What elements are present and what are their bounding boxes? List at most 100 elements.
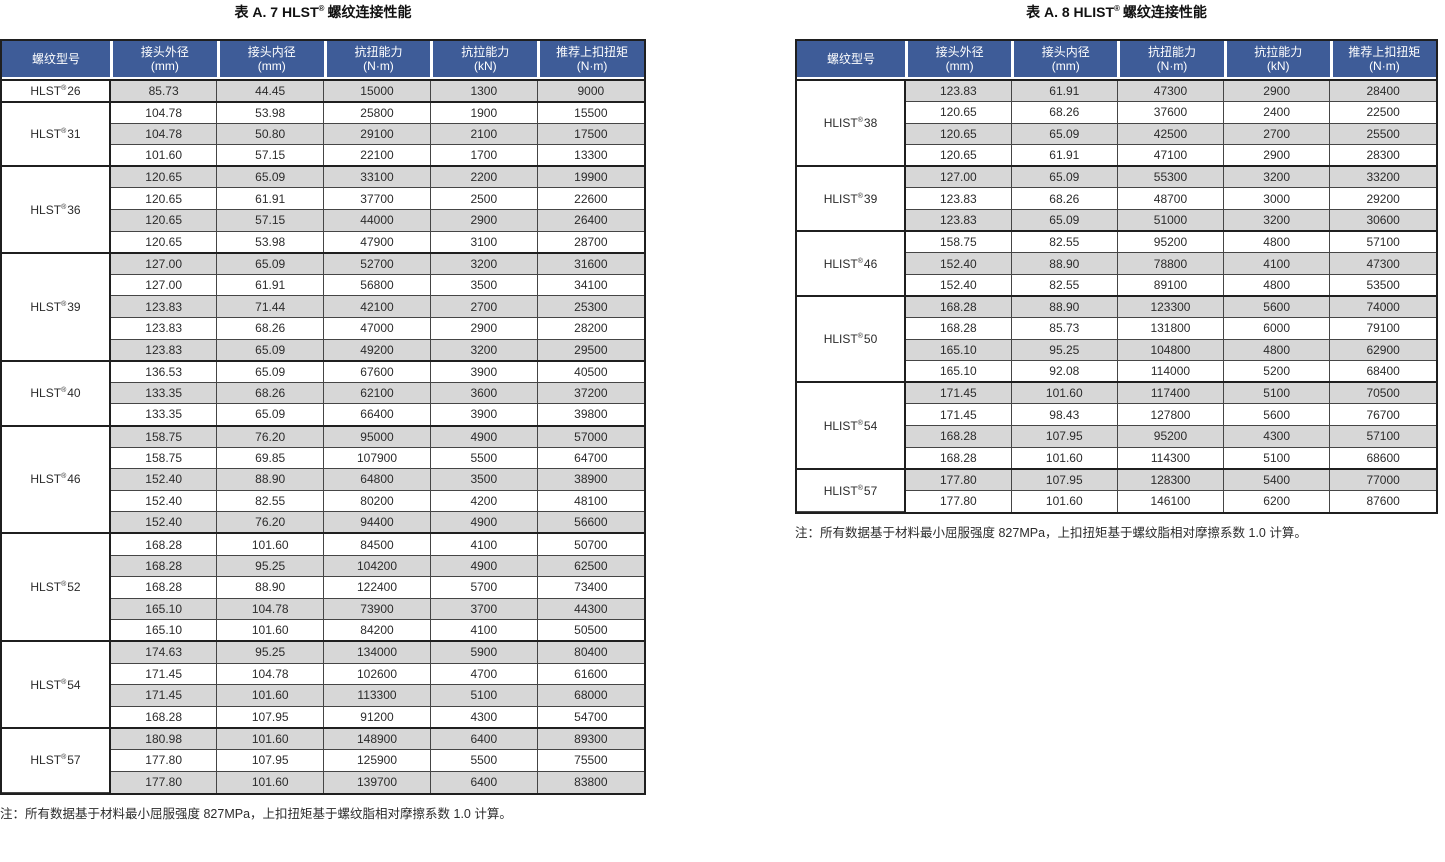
data-cell: 3500 (429, 468, 538, 491)
data-cell: 120.65 (904, 101, 1012, 124)
table-row: 177.80 107.95 125900 5500 75500 (2, 748, 644, 772)
data-cell: 180.98 (109, 726, 218, 750)
data-cell: 102600 (323, 662, 431, 686)
data-cell: 30600 (1329, 209, 1436, 232)
data-cell: 37700 (323, 187, 431, 211)
column-header-line2: (mm) (1051, 59, 1080, 73)
data-cell: 44.45 (216, 79, 325, 103)
data-cell: 13300 (536, 144, 644, 167)
data-cell: 88.90 (216, 576, 325, 599)
data-cell: 168.28 (904, 317, 1012, 340)
performance-table: 螺纹型号 接头外径 (mm) 接头内径 (mm) 抗扭能力 (N·m) 抗拉能力 (kN) 推荐上… (795, 39, 1438, 515)
data-cell: 146100 (1116, 489, 1225, 512)
table-title-prefix: 表 A. 7 HLST (234, 4, 319, 20)
data-cell: 1700 (429, 144, 538, 167)
data-cell: 48100 (536, 489, 644, 513)
table-row: 165.10 101.60 84200 4100 50500 (2, 619, 644, 642)
column-header-line1: 接头内径 (1041, 45, 1090, 59)
data-cell: 33200 (1329, 165, 1436, 189)
column-header-4: 抗扭能力 (N·m) (1120, 41, 1224, 77)
table-row: 177.80 101.60 146100 6200 87600 (797, 489, 1436, 512)
model-name: HLIST (823, 332, 858, 347)
data-cell: 62900 (1329, 338, 1436, 362)
data-cell: 50.80 (216, 122, 325, 146)
table-footnote: 注：所有数据基于材料最小屈服强度 827MPa，上扣扭矩基于螺纹脂相对摩擦系数 … (795, 526, 1307, 541)
model-name: HLST (30, 677, 62, 692)
table-row: 171.45 104.78 102600 4700 61600 (2, 662, 644, 686)
column-header-line2: (N·m) (1369, 59, 1400, 73)
data-cell: 65.09 (1010, 209, 1118, 232)
data-cell: 4100 (429, 619, 538, 642)
table-row: HLIST®57 177.80 107.95 128300 5400 77000 (797, 467, 1436, 513)
data-cell: 69.85 (216, 446, 325, 470)
data-cell: 44300 (536, 597, 644, 621)
model-cell: HLST®46 (2, 424, 111, 534)
registered-mark: ® (857, 484, 863, 492)
data-cell: 114300 (1116, 446, 1225, 470)
table-row: HLST®46 158.75 76.20 95000 4900 57000 (2, 424, 644, 534)
data-cell: 89100 (1116, 273, 1225, 297)
data-cell: 88.90 (1010, 252, 1118, 275)
data-cell: 6400 (429, 770, 538, 793)
table-row: 168.28 85.73 131800 6000 79100 (797, 317, 1436, 340)
table-row: 120.65 68.26 37600 2400 22500 (797, 101, 1436, 124)
data-cell: 5100 (429, 684, 538, 707)
data-cell: 107.95 (216, 705, 325, 729)
data-cell: 61.91 (1010, 79, 1118, 103)
data-cell: 17500 (536, 122, 644, 146)
data-cell: 3600 (429, 381, 538, 405)
data-cell: 5600 (1223, 294, 1331, 319)
table-row: 123.83 65.09 51000 3200 30600 (797, 209, 1436, 232)
column-header-line1: 抗拉能力 (1254, 45, 1303, 59)
data-cell: 28400 (1329, 79, 1436, 103)
data-cell: 104.78 (216, 597, 325, 621)
data-cell: 48700 (1116, 187, 1225, 211)
data-cell: 2900 (1223, 144, 1331, 167)
column-header-line2: (mm) (945, 59, 974, 73)
model-name: HLST (30, 126, 62, 141)
data-cell: 171.45 (904, 381, 1012, 405)
column-header-6: 推荐上扣扭矩 (N·m) (540, 41, 644, 77)
model-name: HLST (30, 202, 62, 217)
model-size: 36 (67, 202, 81, 217)
registered-mark: ® (61, 127, 67, 135)
table-row: HLIST®46 158.75 82.55 95200 4800 57100 (797, 230, 1436, 297)
data-cell: 177.80 (904, 489, 1012, 512)
data-cell: 101.60 (216, 532, 325, 556)
data-cell: 127.00 (109, 251, 218, 275)
data-cell: 120.65 (109, 187, 218, 211)
model-cell: HLST®54 (2, 640, 111, 729)
data-cell: 2700 (1223, 122, 1331, 146)
data-cell: 123.83 (904, 209, 1012, 232)
model-cell: HLST®52 (2, 532, 111, 642)
data-cell: 51000 (1116, 209, 1225, 232)
model-name: HLST (30, 83, 62, 98)
table-row: 127.00 61.91 56800 3500 34100 (2, 273, 644, 297)
data-cell: 4800 (1223, 230, 1331, 254)
data-cell: 95200 (1116, 425, 1225, 448)
data-cell: 44000 (323, 209, 431, 232)
model-cell: HLST®26 (2, 79, 111, 103)
data-cell: 53.98 (216, 230, 325, 254)
data-cell: 22500 (1329, 101, 1436, 124)
table-row: 165.10 104.78 73900 3700 44300 (2, 597, 644, 621)
data-cell: 29500 (536, 338, 644, 362)
data-cell: 29100 (323, 122, 431, 146)
data-cell: 6200 (1223, 489, 1331, 512)
data-cell: 5100 (1223, 446, 1331, 470)
data-cell: 120.65 (904, 122, 1012, 146)
data-cell: 107.95 (1010, 467, 1118, 491)
table-row: HLIST®39 127.00 65.09 55300 3200 33200 (797, 165, 1436, 232)
data-cell: 61600 (536, 662, 644, 686)
data-cell: 64800 (323, 468, 431, 491)
column-header-line1: 抗扭能力 (354, 45, 403, 59)
data-cell: 4900 (429, 511, 538, 534)
data-cell: 3000 (1223, 187, 1331, 211)
table-row: HLST®52 168.28 101.60 84500 4100 50700 (2, 532, 644, 642)
table-row: 152.40 88.90 78800 4100 47300 (797, 252, 1436, 275)
data-cell: 95.25 (1010, 338, 1118, 362)
data-cell: 34100 (536, 273, 644, 297)
data-cell: 33100 (323, 165, 431, 189)
data-cell: 136.53 (109, 359, 218, 383)
data-cell: 84500 (323, 532, 431, 556)
